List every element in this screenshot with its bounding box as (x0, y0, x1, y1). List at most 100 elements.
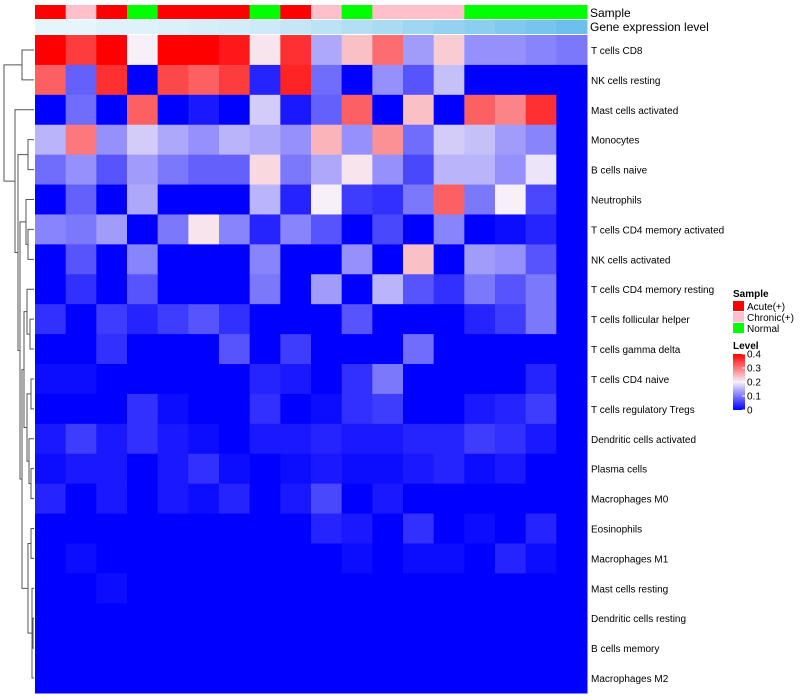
heatmap-cell (403, 423, 435, 455)
heatmap-cell (65, 35, 97, 66)
heatmap-cell (525, 423, 557, 455)
heatmap-cell (372, 244, 404, 275)
heatmap-cell (525, 214, 557, 245)
heatmap-cell (280, 184, 312, 215)
heatmap-cell (35, 543, 67, 574)
level-tick-label: 0.2 (747, 378, 761, 389)
heatmap-cell (464, 64, 496, 96)
heatmap-cell (433, 393, 465, 425)
heatmap-cell (188, 543, 220, 574)
heatmap-cell (219, 633, 251, 664)
heatmap-cell (157, 364, 189, 395)
heatmap-cell (556, 633, 588, 664)
sample-annotation-cell (556, 5, 588, 19)
row-label: Mast cells activated (591, 106, 678, 117)
row-label: B cells naive (591, 166, 648, 177)
heatmap-cell (219, 663, 251, 694)
heatmap-cell (495, 603, 527, 634)
heatmap-cell (403, 334, 435, 365)
heatmap-cell (433, 35, 465, 66)
heatmap-cell (219, 304, 251, 335)
expression-annotation-cell (556, 20, 588, 34)
heatmap-cell (65, 393, 97, 425)
expression-annotation-cell (96, 20, 128, 34)
heatmap-cell (280, 304, 312, 335)
sample-annotation-cell (65, 5, 97, 19)
heatmap-cell (311, 543, 343, 574)
heatmap-cell (127, 274, 159, 305)
heatmap-cell (127, 393, 159, 425)
dendrogram-branch (30, 528, 34, 559)
heatmap-cell (403, 94, 435, 126)
heatmap-cell (403, 214, 435, 245)
heatmap-cell (157, 244, 189, 275)
heatmap-cell (127, 154, 159, 186)
heatmap-cell (157, 453, 189, 485)
heatmap-cell (96, 603, 128, 634)
heatmap-cell (433, 184, 465, 215)
heatmap-cell (525, 184, 557, 215)
heatmap-cell (525, 94, 557, 126)
heatmap-cell (464, 334, 496, 365)
sample-annotation-cell (311, 5, 343, 19)
heatmap-cell (127, 184, 159, 215)
heatmap-cell (372, 453, 404, 485)
sample-annotation-cell (433, 5, 465, 19)
heatmap-cell (495, 35, 527, 66)
heatmap-cell (525, 364, 557, 395)
heatmap-cell (65, 214, 97, 245)
heatmap-cell (341, 543, 373, 574)
heatmap-cell (311, 304, 343, 335)
heatmap-cell (280, 483, 312, 515)
row-label: NK cells activated (591, 255, 670, 266)
heatmap-cell (341, 453, 373, 485)
heatmap-cell (341, 35, 373, 66)
heatmap-cell (65, 663, 97, 694)
heatmap-cell (157, 334, 189, 365)
heatmap-cell (403, 364, 435, 395)
heatmap-cell (341, 274, 373, 305)
heatmap-cell (556, 274, 588, 305)
row-label: Plasma cells (591, 465, 647, 476)
heatmap-cell (341, 184, 373, 215)
heatmap-cell (35, 573, 67, 604)
heatmap-cell (35, 393, 67, 425)
heatmap-cell (372, 483, 404, 515)
heatmap-cell (188, 513, 220, 544)
heatmap-cell (556, 543, 588, 574)
heatmap-cell (249, 94, 281, 126)
heatmap-cell (495, 633, 527, 664)
heatmap-cell (127, 334, 159, 365)
row-label: T cells CD4 naive (591, 375, 670, 386)
heatmap-cell (433, 274, 465, 305)
heatmap-cell (372, 304, 404, 335)
expression-annotation-cell (495, 20, 527, 34)
heatmap-cell (280, 633, 312, 664)
level-tick-label: 0 (747, 406, 753, 417)
heatmap-cell (495, 334, 527, 365)
row-label: B cells memory (591, 644, 659, 655)
heatmap-cell (372, 423, 404, 455)
dendrogram-branch (25, 199, 34, 245)
heatmap-cell (464, 124, 496, 156)
heatmap-cell (280, 64, 312, 96)
row-label: Macrophages M1 (591, 554, 669, 565)
heatmap-cell (188, 274, 220, 305)
heatmap-cell (280, 364, 312, 395)
row-label: T cells CD4 memory activated (591, 225, 724, 236)
expression-annotation-cell (372, 20, 404, 34)
heatmap-cell (495, 154, 527, 186)
heatmap-cell (35, 423, 67, 455)
heatmap-cell (65, 483, 97, 515)
heatmap-cell (556, 184, 588, 215)
heatmap-cell (188, 35, 220, 66)
heatmap-cell (35, 663, 67, 694)
heatmap-cell (96, 244, 128, 275)
expression-annotation-cell (525, 20, 557, 34)
heatmap-cell (433, 423, 465, 455)
row-label: Dendritic cells activated (591, 435, 696, 446)
expression-annotation-cell (464, 20, 496, 34)
heatmap-cell (403, 603, 435, 634)
heatmap-cell (157, 154, 189, 186)
heatmap-cell (96, 184, 128, 215)
